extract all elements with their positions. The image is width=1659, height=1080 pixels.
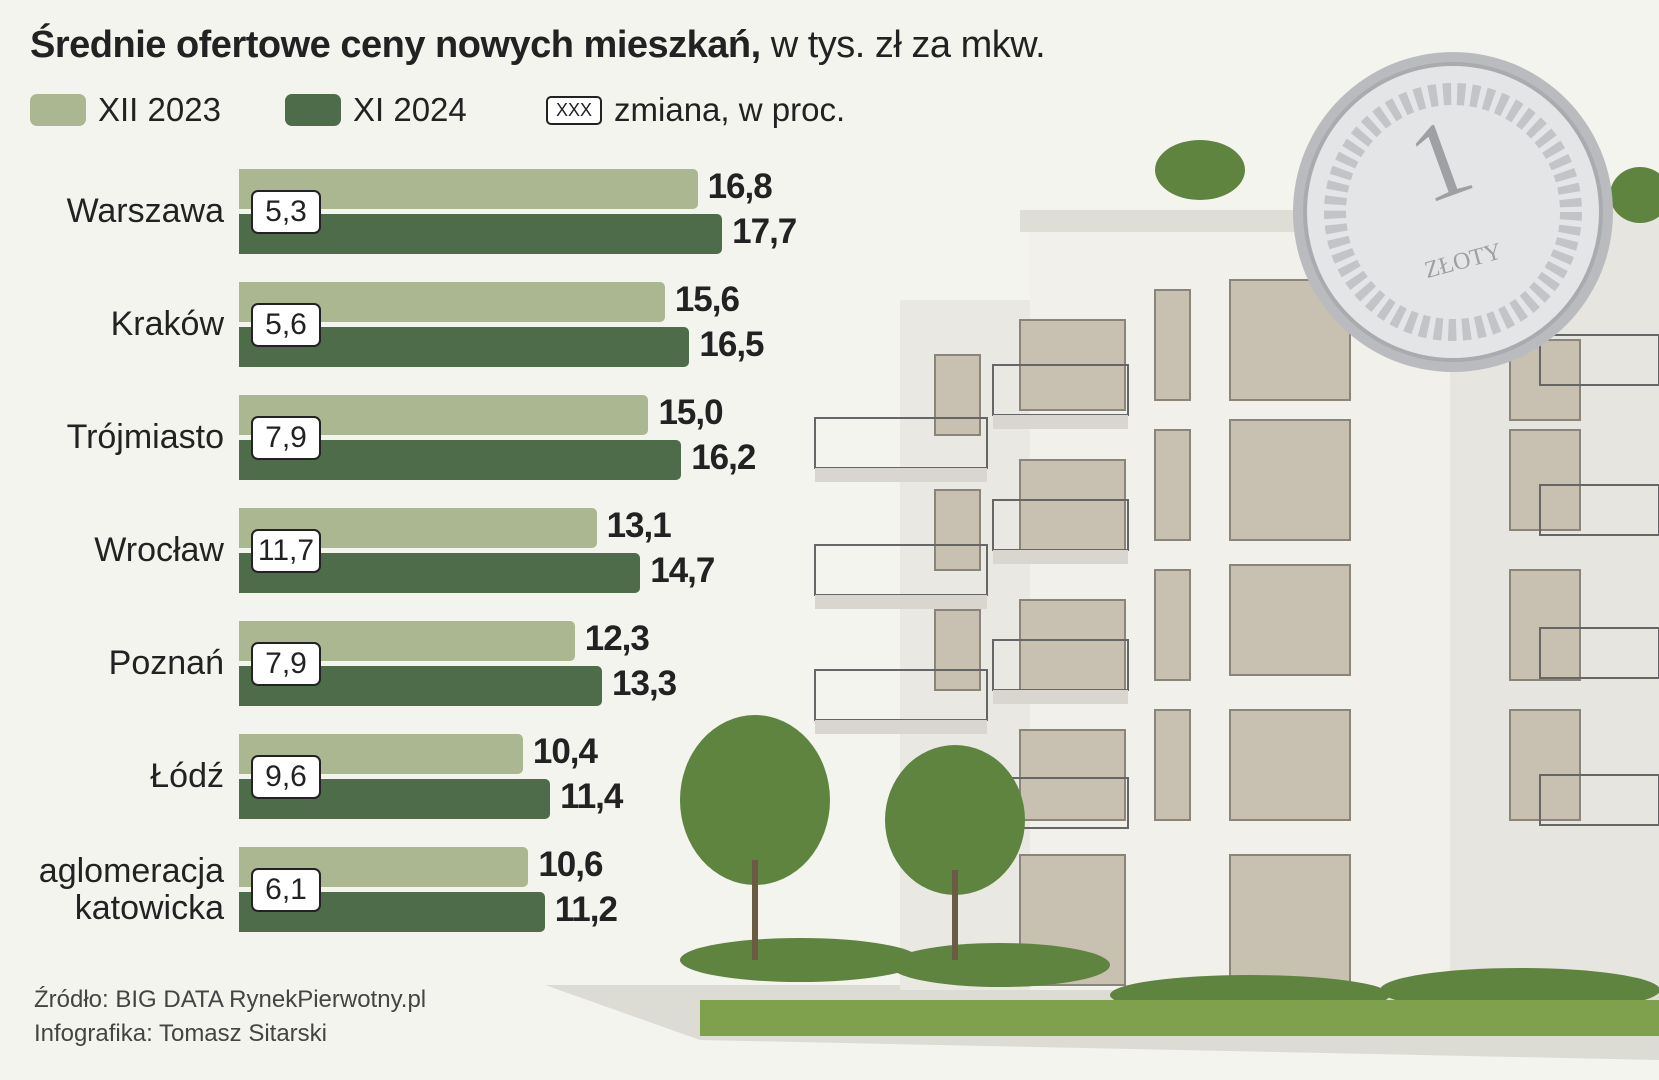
category-label: Kraków (110, 305, 224, 343)
credit: Infografika: Tomasz Sitarski (34, 1020, 328, 1047)
value-label: 12,3 (584, 619, 650, 658)
legend-label: zmiana, w proc. (614, 91, 846, 128)
value-label: 10,4 (532, 732, 598, 771)
category-label: aglomeracja katowicka (38, 851, 224, 927)
change-label: 11,7 (251, 528, 321, 573)
legend-symbol: XXX (546, 95, 603, 125)
chart-title: Średnie ofertowe ceny nowych mieszkań, (30, 24, 761, 66)
value-label: 16,5 (699, 325, 764, 364)
legend-item: XXX zmiana, w proc. (546, 91, 846, 128)
source: Źródło: BIG DATA RynekPierwotny.pl (34, 986, 427, 1013)
value-label: 14,7 (650, 551, 715, 590)
legend-item: XII 2023 (30, 91, 221, 128)
legend-swatch (285, 94, 341, 126)
change-label: 5,3 (251, 189, 321, 234)
value-label: 15,0 (658, 393, 723, 432)
legend-label: XI 2024 (353, 91, 467, 128)
chart-subtitle: w tys. zł za mkw. (770, 24, 1046, 66)
legend-item: XI 2024 (285, 91, 467, 128)
change-label: 9,6 (251, 754, 321, 799)
category-label: Poznań (108, 644, 224, 682)
value-label: 15,6 (674, 280, 740, 319)
value-label: 10,6 (538, 845, 603, 884)
value-label: 11,4 (560, 777, 623, 816)
value-label: 13,1 (606, 506, 672, 545)
legend-swatch (30, 94, 86, 126)
category-label: Wrocław (94, 531, 224, 569)
category-label: Łódź (150, 757, 224, 795)
value-label: 11,2 (554, 890, 618, 929)
value-label: 16,8 (707, 167, 773, 206)
legend-label: XII 2023 (98, 91, 221, 128)
category-label: Warszawa (66, 192, 224, 230)
change-label: 6,1 (251, 867, 321, 912)
value-label: 13,3 (612, 664, 677, 703)
change-label: 5,6 (251, 302, 321, 347)
category-label: Trójmiasto (66, 418, 224, 456)
change-label: 7,9 (251, 415, 321, 460)
value-label: 17,7 (732, 212, 797, 251)
title-block: Średnie ofertowe ceny nowych mieszkań, w… (30, 24, 1046, 67)
change-label: 7,9 (251, 641, 321, 686)
value-label: 16,2 (691, 438, 756, 477)
